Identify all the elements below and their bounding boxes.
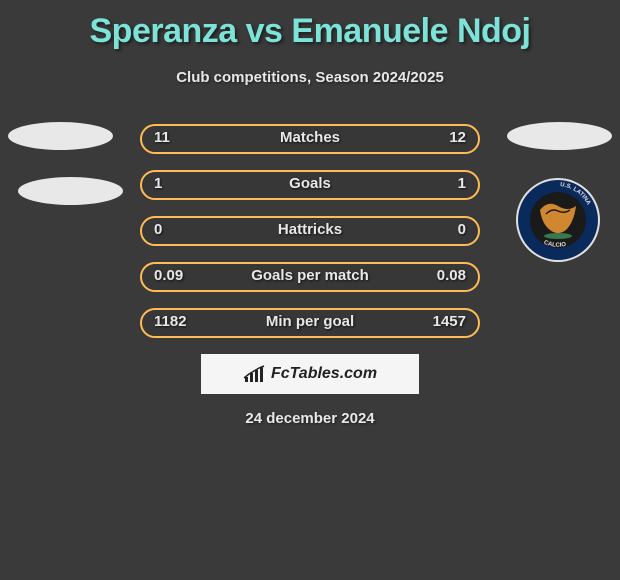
page-subtitle: Club competitions, Season 2024/2025 xyxy=(0,69,620,86)
stat-left-value: 1182 xyxy=(154,313,187,330)
club-placeholder-right xyxy=(507,122,612,150)
stat-left-value: 1 xyxy=(154,175,162,192)
stat-right-value: 1 xyxy=(458,175,466,192)
stat-label: Min per goal xyxy=(266,313,354,330)
brand-box[interactable]: FcTables.com xyxy=(201,354,419,394)
club-badge-icon: U.S. LATINA CALCIO xyxy=(516,178,600,262)
stat-row-gpm: 0.09 Goals per match 0.08 xyxy=(140,262,480,292)
date-label: 24 december 2024 xyxy=(245,410,374,427)
stat-row-goals: 1 Goals 1 xyxy=(140,170,480,200)
stat-label: Goals per match xyxy=(251,267,369,284)
stats-container: 11 Matches 12 1 Goals 1 0 Hattricks 0 0.… xyxy=(140,124,480,354)
chart-icon xyxy=(243,365,265,383)
stat-right-value: 0 xyxy=(458,221,466,238)
stat-row-hattricks: 0 Hattricks 0 xyxy=(140,216,480,246)
stat-left-value: 11 xyxy=(154,129,170,146)
stat-label: Goals xyxy=(289,175,331,192)
stat-row-mpg: 1182 Min per goal 1457 xyxy=(140,308,480,338)
stat-left-value: 0 xyxy=(154,221,162,238)
stat-right-value: 12 xyxy=(449,129,466,146)
club-placeholder-left-1 xyxy=(8,122,113,150)
stat-label: Hattricks xyxy=(278,221,342,238)
stat-label: Matches xyxy=(280,129,340,146)
page-title: Speranza vs Emanuele Ndoj xyxy=(0,0,620,51)
club-placeholder-left-2 xyxy=(18,177,123,205)
club-badge-right: U.S. LATINA CALCIO xyxy=(516,178,600,262)
stat-left-value: 0.09 xyxy=(154,267,183,284)
stat-row-matches: 11 Matches 12 xyxy=(140,124,480,154)
stat-right-value: 0.08 xyxy=(437,267,466,284)
stat-right-value: 1457 xyxy=(433,313,466,330)
brand-text: FcTables.com xyxy=(271,365,377,383)
